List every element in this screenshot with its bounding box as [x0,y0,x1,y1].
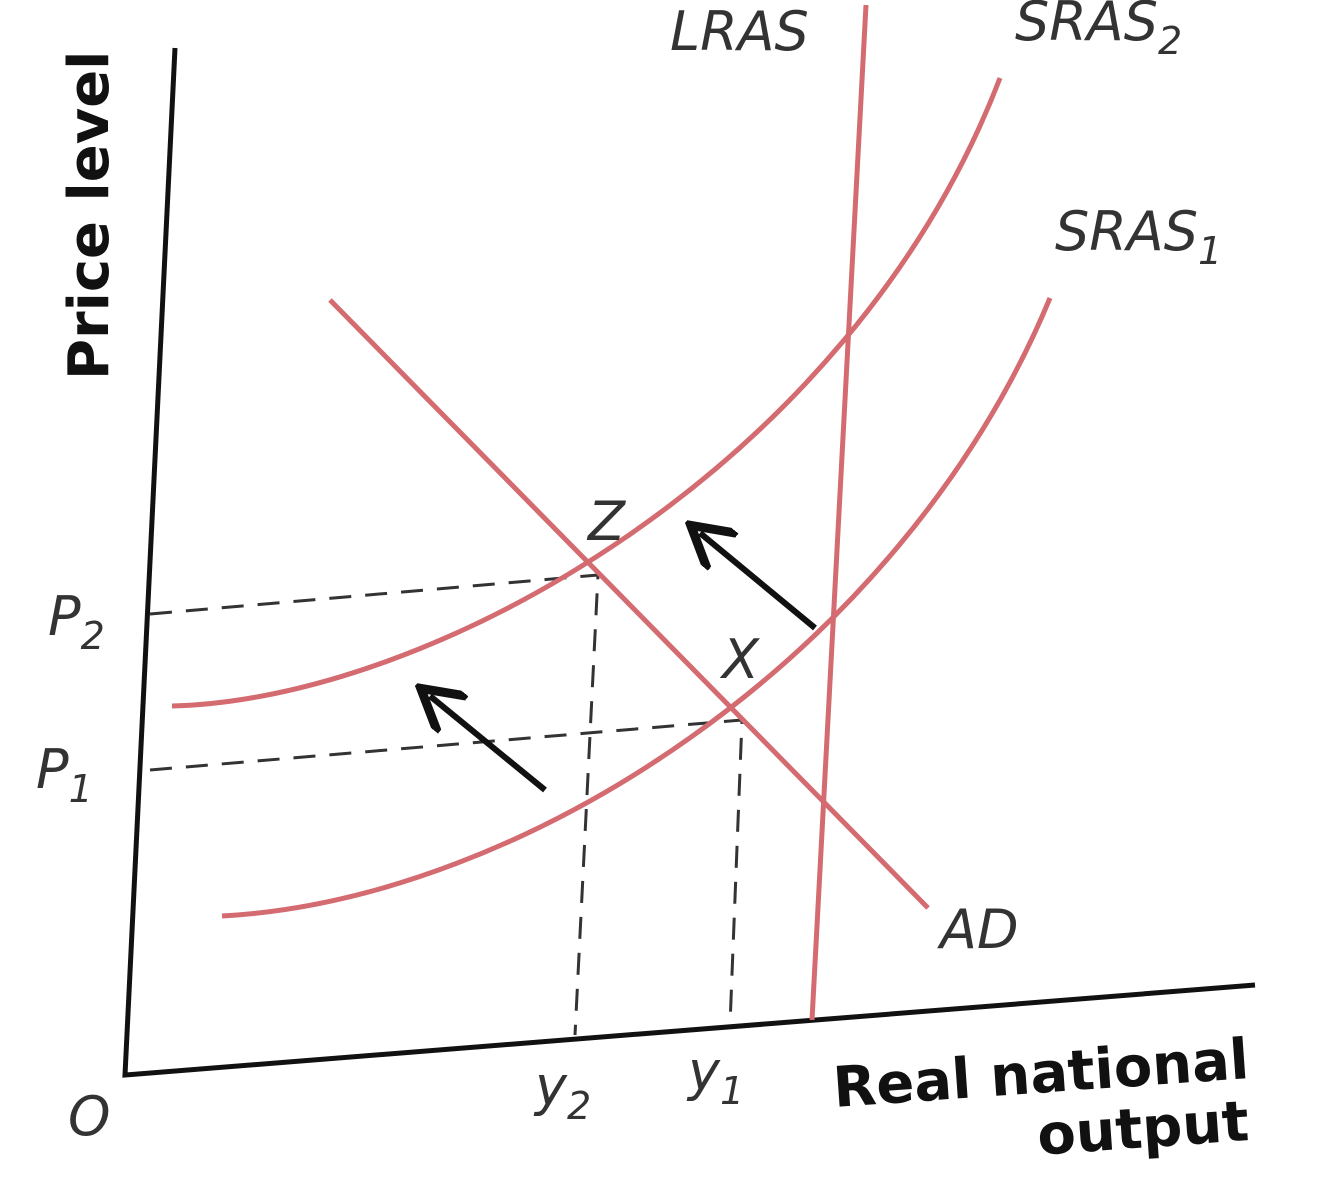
price-label-sub: 1 [69,767,93,811]
ad-curve [328,298,930,910]
output-label-main: y [533,1055,568,1118]
shift-arrow [430,696,547,793]
curve-label-sub: 1 [1198,229,1222,273]
axes [122,47,1256,1078]
point-label: X [719,628,760,691]
p2-guide [149,573,600,1036]
price-label: P1 [36,738,93,811]
sras2-curve [171,77,1003,709]
x-axis-label: output [1035,1089,1251,1169]
price-label-main: P [36,738,69,801]
y-axis-label: Price level [57,51,122,380]
curve-label-main: SRAS [1015,0,1158,53]
output-label-main: y [686,1040,721,1103]
curve-label-main: SRAS [1055,200,1198,263]
origin-label: O [68,1085,111,1148]
curve-label: SRAS1 [1055,200,1222,273]
sras1-curve [221,297,1053,919]
curve-label: SRAS2 [1015,0,1182,63]
output-label: y1 [686,1040,744,1113]
curve-label: LRAS [670,0,809,63]
output-label: y2 [533,1055,591,1128]
output-label-sub: 1 [720,1069,744,1113]
output-label-sub: 2 [567,1084,591,1128]
price-label-sub: 2 [81,614,105,658]
point-label: Z [586,490,626,553]
curve-label: AD [937,898,1019,961]
curve-label-sub: 2 [1158,19,1182,63]
price-label: P2 [48,585,105,658]
lras-curve [809,4,869,1021]
price-label-main: P [48,585,81,648]
shift-arrow [700,533,817,631]
